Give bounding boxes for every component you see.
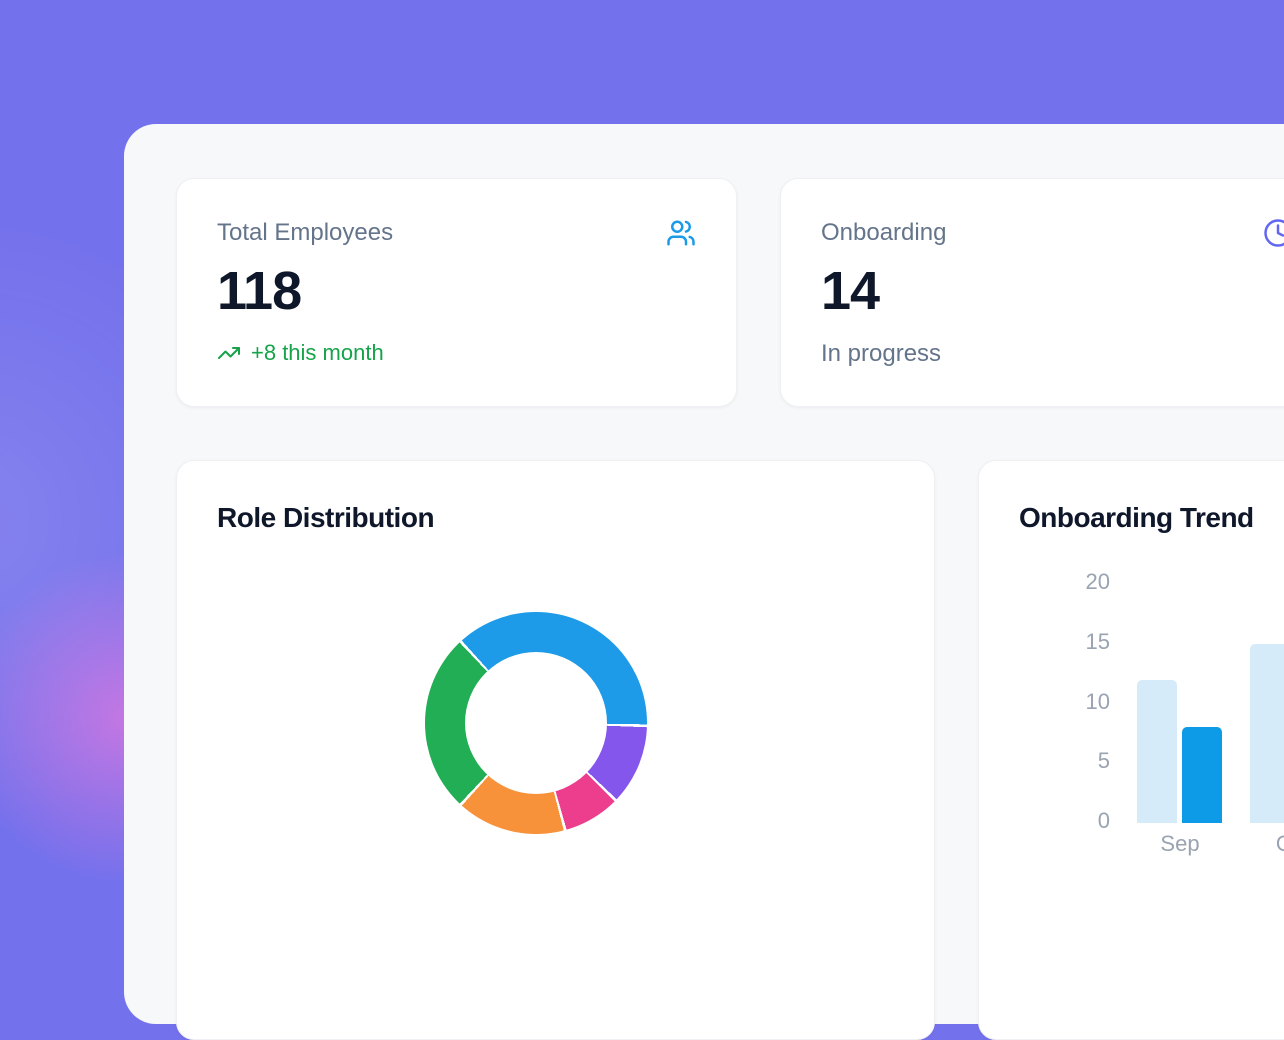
- x-axis-label: Sep: [1135, 831, 1225, 857]
- stat-subtext: In progress: [821, 340, 1284, 368]
- stat-delta: +8 this month: [217, 340, 696, 366]
- stat-card-onboarding: Onboarding 14 In progress: [780, 178, 1284, 407]
- bar-sep-completed: [1182, 727, 1222, 823]
- stat-label: Total Employees: [217, 219, 393, 248]
- y-axis-tick-label: 10: [979, 689, 1110, 715]
- role-distribution-donut-chart: [425, 612, 647, 834]
- onboarding-trend-bar-chart: 0 5 10 15 20 Sep Oct: [979, 461, 1284, 1039]
- dashboard-panel: Total Employees 118 +8 this month: [124, 124, 1284, 1024]
- bar-sep-planned: [1137, 680, 1177, 823]
- stat-label: Onboarding: [821, 219, 946, 248]
- stat-value: 118: [217, 260, 696, 322]
- chart-title: Role Distribution: [217, 501, 894, 535]
- y-axis-tick-label: 5: [979, 748, 1110, 774]
- clock-icon: [1263, 218, 1284, 248]
- stat-card-header: Onboarding: [821, 219, 1284, 248]
- users-icon: [666, 218, 696, 248]
- y-axis-tick-label: 20: [979, 569, 1110, 595]
- y-axis-tick-label: 0: [979, 808, 1110, 834]
- trending-up-icon: [217, 341, 241, 365]
- bar-oct-planned: [1250, 644, 1284, 823]
- x-axis-label: Oct: [1248, 831, 1284, 857]
- stat-card-total-employees: Total Employees 118 +8 this month: [176, 178, 737, 407]
- stat-delta-text: +8 this month: [251, 340, 384, 366]
- role-distribution-card: Role Distribution: [176, 460, 935, 1040]
- onboarding-trend-card: Onboarding Trend 05101520SepOct: [978, 460, 1284, 1040]
- stat-value: 14: [821, 260, 1284, 322]
- stat-card-header: Total Employees: [217, 219, 696, 248]
- y-axis-tick-label: 15: [979, 629, 1110, 655]
